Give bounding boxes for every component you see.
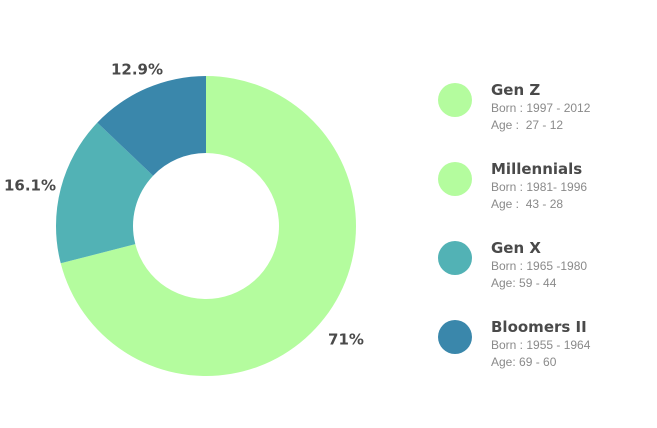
slice-label: 71% xyxy=(328,331,364,349)
legend-born: Born : 1997 - 2012 xyxy=(491,101,591,115)
donut-chart: 71% 16.1% 12.9% xyxy=(4,61,364,376)
slice-label: 16.1% xyxy=(4,177,56,195)
legend-swatch xyxy=(438,241,472,275)
legend-age: Age: 59 - 44 xyxy=(491,276,557,290)
donut-slice xyxy=(97,76,206,176)
legend-name: Bloomers II xyxy=(491,318,587,336)
slice-label: 12.9% xyxy=(111,61,163,79)
legend-name: Millennials xyxy=(491,160,583,178)
legend-born: Born : 1965 -1980 xyxy=(491,259,588,273)
legend-name: Gen Z xyxy=(491,81,541,99)
donut-slice xyxy=(55,122,154,264)
legend-swatch xyxy=(438,83,472,117)
legend-age: Age : 43 - 28 xyxy=(491,197,564,211)
legend-born: Born : 1955 - 1964 xyxy=(491,338,591,352)
legend-age: Age : 27 - 12 xyxy=(491,118,564,132)
legend-born: Born : 1981- 1996 xyxy=(491,180,588,194)
donut-slice xyxy=(60,76,357,376)
legend-swatch xyxy=(438,320,472,354)
legend-age: Age: 69 - 60 xyxy=(491,355,557,369)
legend-name: Gen X xyxy=(491,239,541,257)
legend-swatch xyxy=(438,162,472,196)
